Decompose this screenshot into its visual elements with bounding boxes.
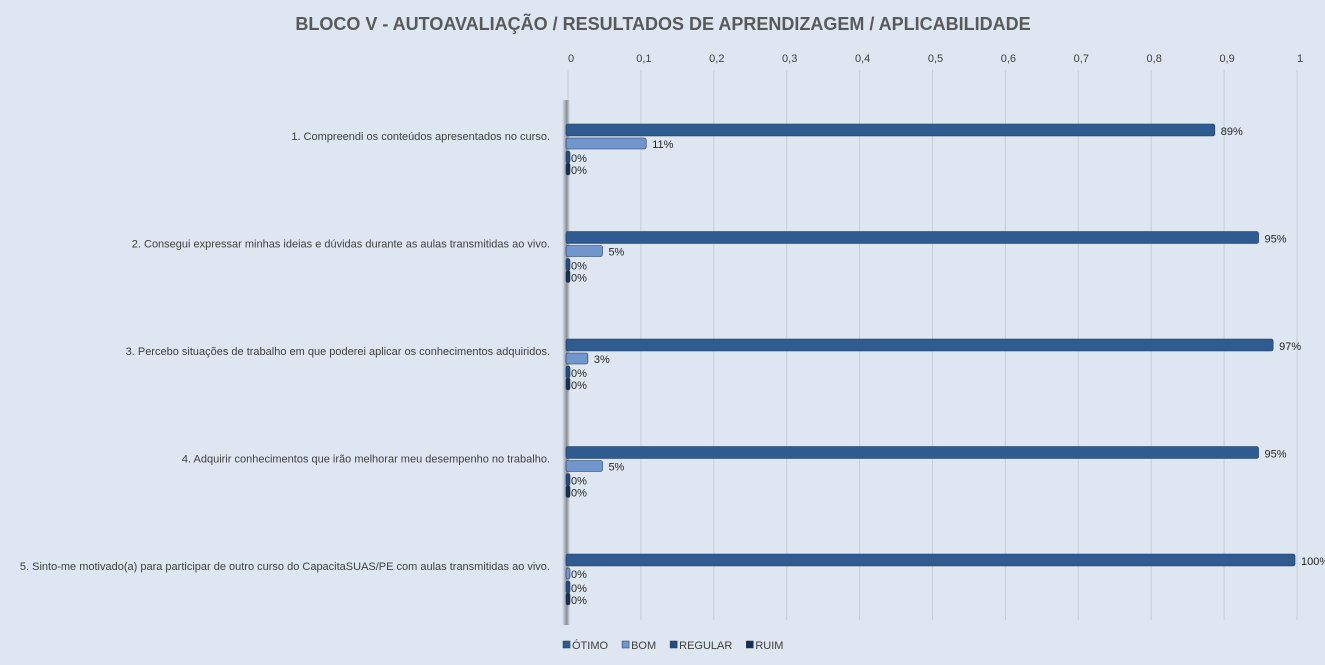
bar-regular [565, 258, 571, 271]
category-label: 2. Consegui expressar minhas ideias e dú… [132, 239, 550, 251]
data-label: 0% [571, 583, 587, 595]
bar-bom [565, 567, 571, 580]
legend-swatch-bom [621, 640, 630, 649]
x-tick-label: 0 [568, 53, 574, 65]
bar-regular [565, 365, 571, 379]
data-label: 100% [1301, 556, 1325, 568]
data-label: 0% [571, 488, 587, 500]
bar-bom [565, 460, 603, 472]
data-label: 5% [608, 247, 624, 259]
x-tick-label: 0,4 [855, 53, 870, 65]
data-label: 5% [608, 462, 624, 474]
data-label: 89% [1221, 126, 1243, 138]
data-label: 0% [571, 595, 587, 607]
x-tick-label: 0,8 [1147, 53, 1162, 65]
x-tick-label: 0,2 [709, 53, 724, 65]
legend-swatch-regular [669, 640, 678, 649]
x-tick-label: 1 [1297, 53, 1303, 65]
category-label: 1. Compreendi os conteúdos apresentados … [291, 131, 550, 143]
bar-ruim [565, 592, 571, 606]
legend-swatch-ótimo [562, 640, 571, 649]
bar-regular [565, 580, 571, 594]
data-label: 3% [594, 354, 610, 366]
data-label: 0% [571, 273, 587, 285]
bar-bom [565, 352, 589, 365]
data-label: 0% [571, 380, 587, 392]
data-label: 95% [1265, 234, 1287, 246]
category-label: 5. Sinto-me motivado(a) para participar … [20, 561, 550, 573]
data-label: 0% [571, 368, 587, 380]
bar-regular [565, 150, 571, 164]
data-label: 11% [652, 139, 673, 151]
legend-label: ÓTIMO [572, 639, 608, 652]
bar-ótimo [565, 123, 1216, 137]
data-label: 0% [571, 153, 587, 165]
legend-label: RUIM [755, 640, 783, 652]
legend-swatch-ruim [746, 640, 754, 649]
bar-bom [565, 245, 603, 257]
bar-ótimo [565, 338, 1274, 352]
data-label: 95% [1265, 449, 1287, 461]
legend-label: REGULAR [679, 640, 732, 652]
bar-ótimo [565, 231, 1259, 244]
bar-ótimo [565, 553, 1296, 567]
bar-ruim [565, 270, 571, 283]
bar-bom [565, 137, 647, 150]
x-tick-label: 0,9 [1219, 53, 1234, 65]
data-label: 0% [571, 261, 587, 273]
x-tick-label: 0,7 [1074, 53, 1089, 65]
category-label: 4. Adquirir conhecimentos que irão melho… [182, 454, 550, 466]
legend-label: BOM [631, 640, 656, 652]
data-label: 0% [571, 165, 587, 177]
x-tick-label: 0,3 [782, 53, 797, 65]
x-tick-label: 0,5 [928, 53, 943, 65]
chart-title: BLOCO V - AUTOAVALIAÇÃO / RESULTADOS DE … [295, 13, 1030, 34]
bar-ruim [565, 485, 571, 498]
x-tick-label: 0,6 [1001, 53, 1016, 65]
bar-ótimo [565, 446, 1259, 459]
x-tick-label: 0,1 [636, 53, 651, 65]
data-label: 0% [571, 476, 587, 488]
bar-regular [565, 473, 571, 486]
category-label: 3. Percebo situações de trabalho em que … [126, 346, 550, 358]
bar-ruim [565, 162, 571, 176]
data-label: 97% [1279, 341, 1301, 353]
data-label: 0% [571, 569, 587, 581]
bar-ruim [565, 377, 571, 391]
